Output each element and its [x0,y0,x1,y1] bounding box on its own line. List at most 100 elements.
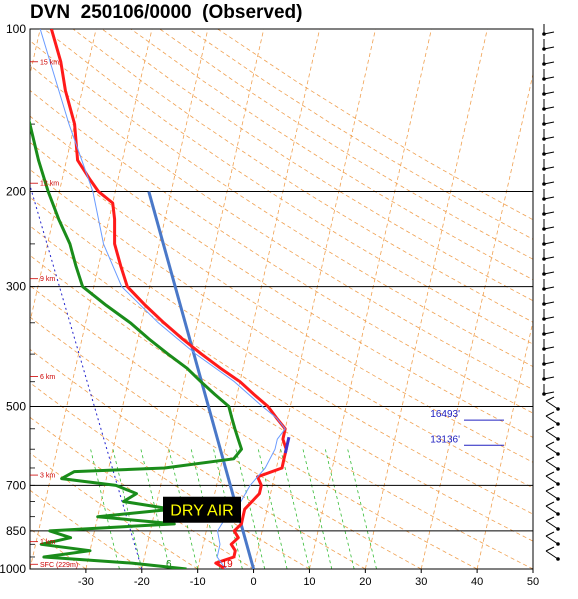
dry-adiabat [30,115,533,438]
wind-barb [545,426,560,441]
temperature-line [49,29,288,569]
wind-barb-flag [543,196,555,200]
wind-barb [545,411,560,426]
wind-barb [545,501,560,516]
pressure-lines [29,28,534,570]
wind-barb [542,324,555,336]
wind-barb-flag [543,391,555,395]
height-label: 9 km [40,276,55,283]
wind-barb-flag [545,471,555,477]
pressure-label: 500 [6,399,26,413]
wind-barb-flag [545,411,555,417]
reference-lines [30,183,256,569]
x-tick-label: -10 [190,576,206,588]
mixing-ratio-line [302,449,333,569]
x-tick-label: 40 [471,576,483,588]
wind-barb-staff [545,460,559,470]
mixing-ratio-line [324,449,355,569]
dry-adiabat [30,196,533,515]
x-tick-label: -20 [134,576,150,588]
dry-adiabat [30,254,533,569]
pressure-label: 700 [6,478,26,492]
wind-barb-staff [545,490,559,500]
wind-barb-flag [543,61,555,65]
dry-adiabat [43,29,533,345]
annotations: 16493' 13136' DRY AIR 19 6 [163,409,504,570]
wind-barb-flag [543,211,555,215]
axis-labels: 100 200 300 500 700 850 1000 -30 -20 -10 0 10 20 30 40… [0,22,539,588]
dry-adiabat [30,64,533,391]
surface-temp-label: 19 [222,559,234,570]
height-label: 6 km [40,374,55,381]
wetbulb-line [39,29,286,569]
mixing-ratio-line [280,449,310,569]
wind-barb [542,354,555,366]
reference-dotted-line [30,183,143,569]
dry-adiabat [101,29,533,302]
wind-barb-flag [543,91,555,95]
wind-barb [542,204,555,216]
dry-adiabat [30,416,254,569]
wind-barb-staff [545,550,559,560]
wind-barb [542,249,555,261]
dewpoint-line [30,119,243,569]
isotherm [532,567,533,569]
wind-barb-flag [543,361,555,365]
dry-adiabat [30,89,533,414]
dry-adiabat [72,29,533,323]
height-label: 1 km [40,539,55,546]
isotherm [197,29,321,569]
pressure-label: 300 [6,280,26,294]
isotherm [30,29,153,569]
wind-barb-flag [545,501,555,507]
dry-adiabat [217,29,533,221]
wind-barb-flag [543,346,555,350]
wind-barb-flag [543,226,555,230]
level-segment [283,436,291,454]
pressure-label: 850 [6,524,26,538]
isotherm [30,29,97,324]
wind-barb-staff [545,505,559,515]
dry-adiabat [30,382,310,569]
wind-barb-staff [545,415,559,425]
wind-barb [542,369,555,381]
wind-barb [542,339,555,351]
wind-barb-staff [545,475,559,485]
wind-barb [542,144,555,156]
wind-barb-flag [545,546,555,552]
dry-adiabat [188,29,533,240]
wind-barb-flag [543,256,555,260]
mixing-ratio-line [90,449,120,569]
wind-barb-flag [545,531,555,537]
mixing-ratio-line [257,449,288,569]
plot-frame [29,28,534,570]
wind-barb-flag [543,76,555,80]
isotherm [85,29,209,569]
dry-adiabat [30,169,533,489]
wind-barb-flag [543,316,555,320]
wind-barb-flag [545,396,555,402]
sounding-series [30,29,291,569]
wind-barb [542,159,555,171]
wind-barb [542,384,555,396]
height-label: SFC (229m) [40,562,78,569]
wind-barb [545,486,560,501]
wind-barb [545,546,560,561]
pressure-label: 100 [6,22,26,36]
level-label: 13136' [430,434,460,445]
dry-air-label: DRY AIR [170,503,233,520]
wind-barb [545,396,560,411]
mixing-ratio-line [112,449,143,569]
wind-barb-flag [543,376,555,380]
wind-barbs [542,24,560,561]
wind-barb [542,114,555,126]
mixing-ratio-line [347,449,377,569]
wind-barb-flag [543,166,555,170]
wind-barb-flag [543,331,555,335]
wind-barb [542,129,555,141]
wind-barb-flag [543,271,555,275]
wind-barb [542,54,555,66]
surface-dewpoint-label: 6 [166,559,172,570]
isotherm [364,29,488,569]
